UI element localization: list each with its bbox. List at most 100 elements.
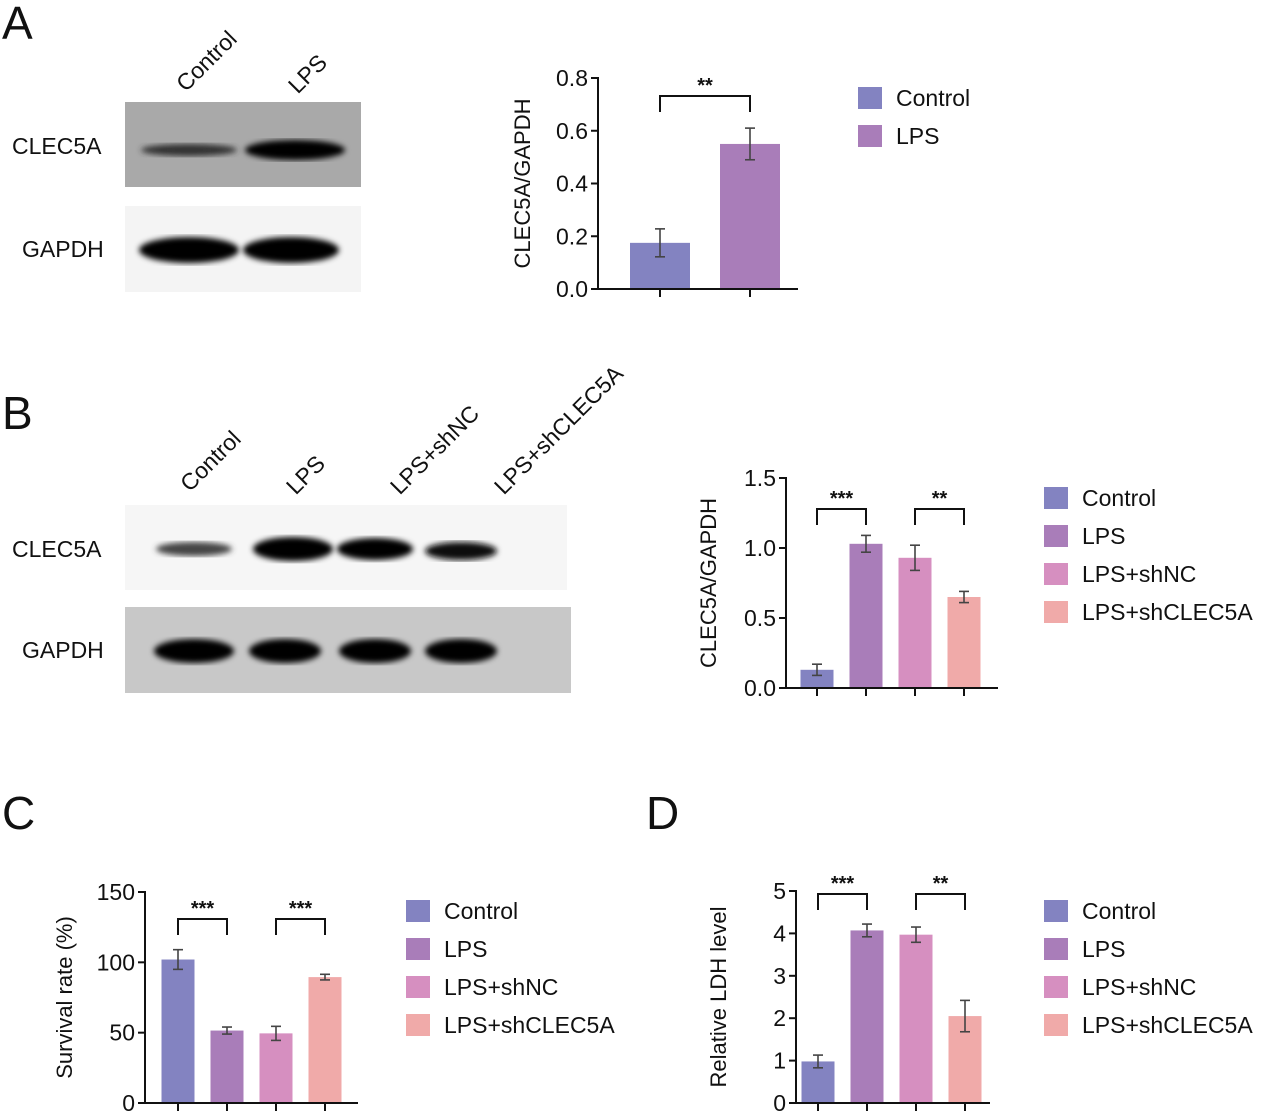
legend-swatch xyxy=(406,900,430,922)
blot-row-label: GAPDH xyxy=(22,236,104,262)
legend-swatch xyxy=(1044,938,1068,960)
y-tick-label: 0.5 xyxy=(744,605,776,631)
legend-label: LPS xyxy=(896,122,940,149)
significance-marker: *** xyxy=(289,898,313,920)
y-axis-label: Relative LDH level xyxy=(706,907,731,1088)
y-tick-label: 3 xyxy=(773,963,786,989)
bar xyxy=(210,1030,244,1103)
panel-letter-b: B xyxy=(2,387,33,439)
significance-marker: ** xyxy=(697,75,713,97)
legend-item: Control xyxy=(1044,892,1253,930)
legend-swatch xyxy=(1044,1014,1068,1036)
legend-swatch xyxy=(406,976,430,998)
panel-letter-c: C xyxy=(2,787,36,839)
legend-d: Control LPS LPS+shNC LPS+shCLEC5A xyxy=(1044,892,1253,1044)
legend-label: LPS xyxy=(1082,522,1126,549)
lane-label: Control xyxy=(170,25,242,97)
panel-letter-a: A xyxy=(2,0,33,49)
legend-item: LPS+shCLEC5A xyxy=(1044,593,1253,631)
legend-label: LPS+shNC xyxy=(444,973,559,1000)
lane-label: LPS xyxy=(280,450,331,500)
y-tick-label: 4 xyxy=(773,920,786,946)
legend-a: Control LPS xyxy=(858,79,970,155)
blot-row-label: CLEC5A xyxy=(12,133,102,159)
y-tick-label: 0.6 xyxy=(556,118,588,144)
legend-swatch xyxy=(858,125,882,147)
legend-swatch xyxy=(406,1014,430,1036)
legend-swatch xyxy=(1044,525,1068,547)
legend-label: Control xyxy=(1082,897,1157,924)
chart-a: CLEC5A/GAPDH 0.0 0.2 0.4 0.6 0.8 ** xyxy=(510,65,798,302)
legend-label: LPS+shCLEC5A xyxy=(444,1011,615,1038)
y-axis-label: CLEC5A/GAPDH xyxy=(696,498,721,668)
bar xyxy=(800,669,834,688)
bar xyxy=(849,543,883,688)
bar xyxy=(259,1033,293,1103)
legend-label: LPS xyxy=(444,935,488,962)
western-blot-b xyxy=(125,505,571,693)
western-blot-a xyxy=(125,102,361,292)
legend-label: Control xyxy=(896,84,971,111)
bar xyxy=(947,597,981,688)
legend-swatch xyxy=(406,938,430,960)
legend-label: LPS+shCLEC5A xyxy=(1082,598,1253,625)
legend-swatch xyxy=(1044,601,1068,623)
y-tick-label: 0.0 xyxy=(556,276,588,302)
significance-marker: ** xyxy=(932,488,948,510)
lane-label: LPS+shNC xyxy=(384,399,485,500)
significance-marker: *** xyxy=(831,873,855,895)
legend-item: LPS xyxy=(1044,930,1253,968)
legend-item: LPS xyxy=(406,930,615,968)
legend-item: Control xyxy=(858,79,970,117)
legend-swatch xyxy=(1044,976,1068,998)
y-tick-label: 0.0 xyxy=(744,675,776,701)
legend-swatch xyxy=(1044,563,1068,585)
bar xyxy=(898,557,932,688)
bar xyxy=(720,143,780,289)
y-tick-label: 0 xyxy=(122,1090,135,1114)
legend-label: LPS xyxy=(1082,935,1126,962)
y-tick-label: 5 xyxy=(773,878,786,904)
legend-item: LPS+shNC xyxy=(406,968,615,1006)
y-axis-label: Survival rate (%) xyxy=(52,916,77,1079)
legend-swatch xyxy=(858,87,882,109)
y-tick-label: 0.8 xyxy=(556,65,588,91)
y-tick-label: 50 xyxy=(109,1020,135,1046)
y-tick-label: 100 xyxy=(97,949,135,975)
legend-label: Control xyxy=(1082,484,1157,511)
legend-label: LPS+shCLEC5A xyxy=(1082,1011,1253,1038)
y-tick-label: 1.5 xyxy=(744,465,776,491)
y-tick-label: 2 xyxy=(773,1005,786,1031)
legend-item: Control xyxy=(1044,479,1253,517)
bar xyxy=(899,934,933,1103)
legend-c: Control LPS LPS+shNC LPS+shCLEC5A xyxy=(406,892,615,1044)
significance-marker: *** xyxy=(830,488,854,510)
panel-letter-d: D xyxy=(646,787,680,839)
y-tick-label: 1 xyxy=(773,1048,786,1074)
legend-label: LPS+shNC xyxy=(1082,973,1197,1000)
legend-item: LPS xyxy=(1044,517,1253,555)
bar xyxy=(161,959,195,1103)
legend-swatch xyxy=(1044,900,1068,922)
legend-swatch xyxy=(1044,487,1068,509)
legend-label: Control xyxy=(444,897,519,924)
legend-item: LPS+shCLEC5A xyxy=(1044,1006,1253,1044)
y-tick-label: 1.0 xyxy=(744,535,776,561)
legend-b: Control LPS LPS+shNC LPS+shCLEC5A xyxy=(1044,479,1253,631)
blot-row-label: GAPDH xyxy=(22,637,104,663)
bar xyxy=(308,977,342,1103)
legend-item: LPS+shNC xyxy=(1044,555,1253,593)
lane-label: LPS xyxy=(282,49,333,99)
y-tick-label: 150 xyxy=(97,879,135,905)
lane-label: Control xyxy=(174,425,246,497)
significance-marker: *** xyxy=(191,898,215,920)
y-tick-label: 0 xyxy=(773,1090,786,1114)
legend-label: LPS+shNC xyxy=(1082,560,1197,587)
y-tick-label: 0.2 xyxy=(556,223,588,249)
y-tick-label: 0.4 xyxy=(556,171,588,197)
lane-label: LPS+shCLEC5A xyxy=(488,360,628,500)
legend-item: Control xyxy=(406,892,615,930)
